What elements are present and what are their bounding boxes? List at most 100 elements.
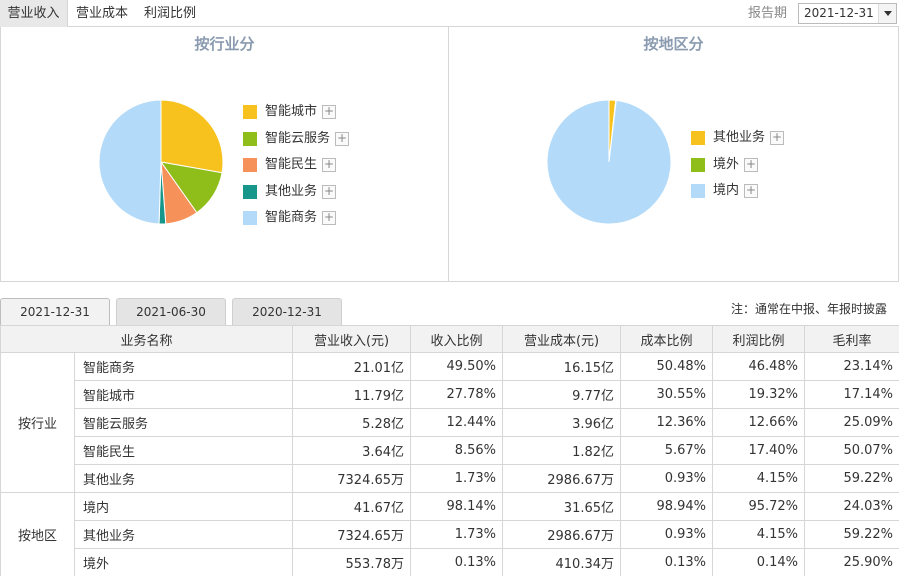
pie-slice[interactable] [546,99,672,225]
table-cell-revenue: 553.78万 [292,548,412,576]
industry-chart-panel: 按行业分 智能城市 + 智能云服务 + 智能民生 + 其他业务 + 智能商务 + [0,27,449,282]
legend-label: 境内 [713,183,740,198]
legend-label: 智能云服务 [265,130,331,146]
table-cell-gross-margin: 23.14% [804,352,899,381]
plus-icon[interactable]: + [770,130,784,145]
table-body: 按行业 智能商务 21.01亿 49.50% 16.15亿 50.48% 46.48% 23.… [0,352,899,576]
legend-swatch [691,131,705,145]
legend-swatch [243,158,257,172]
table-cell-revenue-ratio: 1.73% [410,464,504,493]
table-cell-cost: 2986.67万 [502,520,622,549]
table-cell-revenue-ratio: 27.78% [410,380,504,409]
period-select[interactable]: 2021-12-31 [798,3,897,24]
legend-label: 其他业务 [713,130,766,145]
table-cell-name: 智能民生 [73,436,294,465]
table-cell-name: 其他业务 [73,520,294,549]
table-cell-cost-ratio: 5.67% [620,436,714,465]
table-cell-gross-margin: 59.22% [804,464,899,493]
table-cell-profit-ratio: 4.15% [712,520,806,549]
table-cell-cost: 31.65亿 [502,492,622,521]
table-row: 其他业务 7324.65万 1.73% 2986.67万 0.93% 4.15% 59.22… [1,520,899,549]
plus-icon[interactable]: + [744,156,758,172]
col-header-gross-margin: 毛利率 [804,325,899,353]
legend-label: 智能城市 [265,104,318,119]
plus-icon[interactable]: + [322,157,336,172]
table-cell-name: 智能商务 [73,352,294,381]
table-row: 其他业务 7324.65万 1.73% 2986.67万 0.93% 4.15% 59.22… [1,464,899,493]
table-cell-cost-ratio: 0.93% [620,464,714,493]
table-cell-revenue-ratio: 1.73% [410,520,504,549]
table-row: 智能城市 11.79亿 27.78% 9.77亿 30.55% 19.32% 17.14% [1,380,899,409]
table-cell-revenue-ratio: 12.44% [410,408,504,437]
table-header-row: 业务名称 营业收入(元) 收入比例 营业成本(元) 成本比例 利润比例 毛利率 [0,325,899,353]
region-chart-panel: 按地区分 其他业务 + 境外 + 境内 + [448,27,899,282]
plus-icon[interactable]: + [335,130,349,146]
table-cell-revenue: 5.28亿 [292,408,412,437]
top-tab-bar: 营业收入 营业成本 利润比例 报告期 2021-12-31 [0,0,899,27]
table-cell-cost: 1.82亿 [502,436,622,465]
table-cell-name: 智能云服务 [73,408,294,437]
table-cell-cost-ratio: 0.93% [620,520,714,549]
plus-icon[interactable]: + [322,210,336,225]
table-cell-profit-ratio: 19.32% [712,380,806,409]
pie-slice[interactable] [98,99,162,225]
table-cell-cost-ratio: 98.94% [620,492,714,521]
table-cell-revenue-ratio: 8.56% [410,436,504,465]
table-cell-revenue: 11.79亿 [292,380,412,409]
disclosure-note: 注：通常在中报、年报时披露 [730,302,887,316]
table-cell-revenue: 3.64亿 [292,436,412,465]
legend-swatch [243,211,257,225]
table-row: 按行业 智能商务 21.01亿 49.50% 16.15亿 50.48% 46.48% 23.… [0,352,899,493]
table-cell-gross-margin: 25.09% [804,408,899,437]
legend-swatch [243,105,257,119]
date-tab-2021-06-30[interactable]: 2021-06-30 [116,298,226,325]
legend-label: 智能民生 [265,157,318,172]
table-cell-revenue: 7324.65万 [292,464,412,493]
table-cell-gross-margin: 24.03% [804,492,899,521]
table-cell-profit-ratio: 4.15% [712,464,806,493]
table-cell-revenue-ratio: 49.50% [410,352,504,381]
table-row: 按地区 境内 41.67亿 98.14% 31.65亿 98.94% 95.72% 24.03… [0,492,899,576]
table-cell-cost-ratio: 0.13% [620,548,714,576]
table-cell-name: 智能城市 [73,380,294,409]
tab-profit-ratio[interactable]: 利润比例 [143,6,196,21]
table-cell-profit-ratio: 46.48% [712,352,806,381]
table-cell-gross-margin: 25.90% [804,548,899,576]
table-cell-cost-ratio: 50.48% [620,352,714,381]
legend-swatch [243,184,257,199]
table-cell-cost-ratio: 30.55% [620,380,714,409]
plus-icon[interactable]: + [322,104,336,119]
table-cell-cost: 2986.67万 [502,464,622,493]
industry-pie-chart [98,99,224,225]
plus-icon[interactable]: + [322,183,336,199]
region-legend: 其他业务 + 境外 + 境内 + [691,129,891,219]
tab-revenue[interactable]: 营业收入 [0,0,68,27]
period-value: 2021-12-31 [804,6,874,20]
business-table: 业务名称 营业收入(元) 收入比例 营业成本(元) 成本比例 利润比例 毛利率 … [0,325,899,576]
col-header-business: 业务名称 [0,325,294,353]
date-tab-2021-12-31[interactable]: 2021-12-31 [0,298,110,325]
industry-chart-title: 按行业分 [194,35,255,53]
table-cell-cost: 410.34万 [502,548,622,576]
legend-swatch [691,184,705,198]
table-cell-revenue: 21.01亿 [292,352,412,381]
table-row: 智能民生 3.64亿 8.56% 1.82亿 5.67% 17.40% 50.07% [1,436,899,465]
table-cell-cost: 3.96亿 [502,408,622,437]
table-group-label: 按地区 [0,492,75,576]
table-cell-profit-ratio: 17.40% [712,436,806,465]
table-cell-revenue-ratio: 98.14% [410,492,504,521]
legend-label: 智能商务 [265,210,318,225]
table-cell-cost: 9.77亿 [502,380,622,409]
plus-icon[interactable]: + [744,183,758,198]
table-cell-revenue: 41.67亿 [292,492,412,521]
period-label: 报告期 [748,6,788,21]
chevron-down-icon[interactable] [878,4,896,23]
table-cell-gross-margin: 17.14% [804,380,899,409]
table-cell-profit-ratio: 95.72% [712,492,806,521]
table-cell-gross-margin: 50.07% [804,436,899,465]
pie-slice[interactable] [160,99,224,174]
industry-legend: 智能城市 + 智能云服务 + 智能民生 + 其他业务 + 智能商务 + [243,103,443,243]
tab-cost[interactable]: 营业成本 [75,6,128,21]
date-tab-2020-12-31[interactable]: 2020-12-31 [232,298,342,325]
legend-swatch [243,131,257,146]
